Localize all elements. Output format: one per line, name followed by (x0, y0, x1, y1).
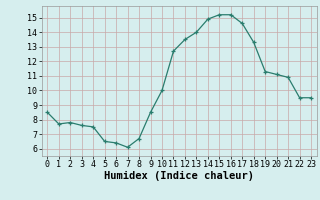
X-axis label: Humidex (Indice chaleur): Humidex (Indice chaleur) (104, 171, 254, 181)
